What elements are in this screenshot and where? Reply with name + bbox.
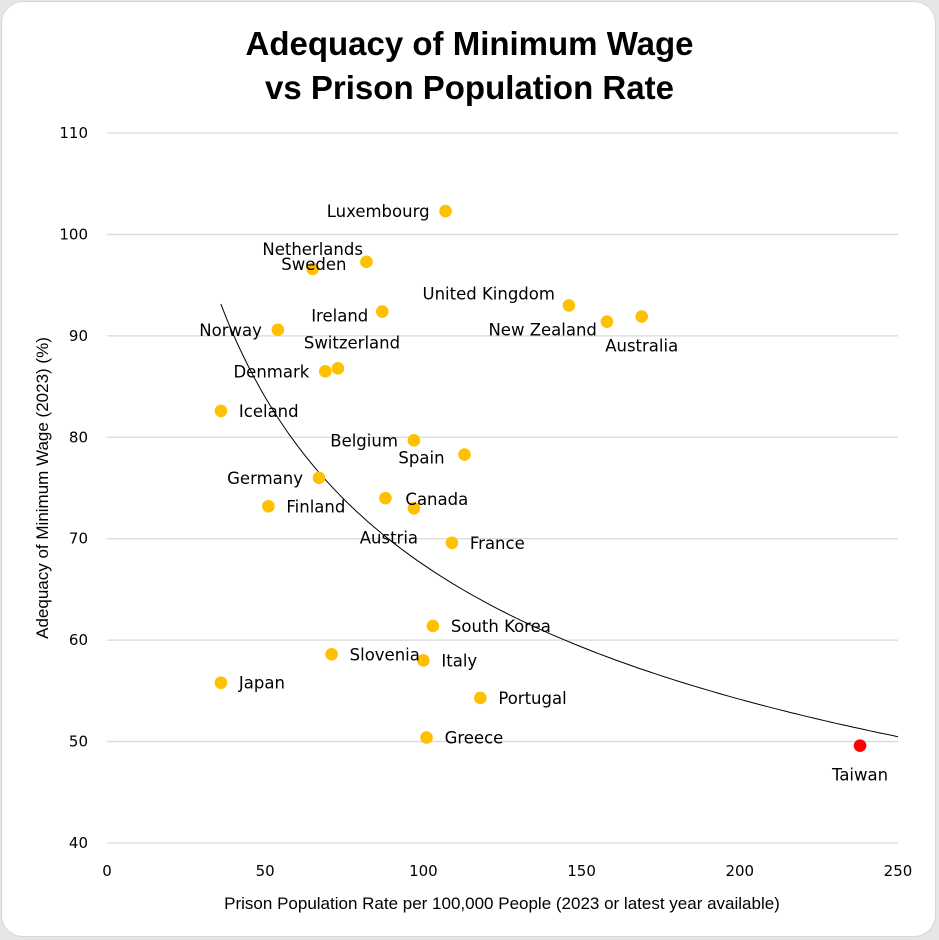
point-new-zealand (600, 315, 614, 328)
label-austria: Austria (360, 528, 418, 547)
label-taiwan: Taiwan (831, 766, 888, 785)
x-tick-50: 50 (256, 862, 275, 880)
point-slovenia (325, 648, 338, 661)
point-taiwan (853, 739, 867, 752)
y-tick-80: 80 (69, 428, 88, 446)
label-japan: Japan (238, 674, 285, 693)
y-tick-100: 100 (59, 225, 88, 243)
x-tick-250: 250 (884, 862, 913, 880)
chart-title-line-1: Adequacy of Minimum Wage (245, 25, 694, 62)
x-axis-label: Prison Population Rate per 100,000 Peopl… (224, 894, 780, 913)
label-greece: Greece (445, 729, 504, 748)
chart-title: Adequacy of Minimum Wage vs Prison Popul… (0, 22, 939, 110)
point-austria (407, 501, 421, 515)
point-germany (312, 471, 326, 485)
point-switzerland (331, 362, 345, 375)
label-new-zealand: New Zealand (488, 321, 596, 340)
label-spain: Spain (398, 449, 444, 468)
point-luxembourg (439, 204, 452, 218)
point-ireland (375, 305, 389, 318)
point-netherlands (306, 262, 319, 276)
gridlines (107, 132, 898, 844)
label-australia: Australia (605, 337, 678, 356)
point-portugal (474, 691, 487, 705)
point-japan (214, 676, 228, 690)
label-ireland: Ireland (311, 307, 368, 326)
label-luxembourg: Luxembourg (327, 202, 430, 221)
label-switzerland: Switzerland (304, 333, 400, 352)
label-denmark: Denmark (233, 362, 309, 381)
y-tick-60: 60 (69, 631, 88, 649)
y-axis-label: Adequacy of Minimum Wage (2023) (%) (33, 337, 52, 639)
y-tick-40: 40 (69, 834, 88, 852)
point-greece (420, 731, 433, 744)
point-france (445, 536, 459, 550)
label-slovenia: Slovenia (350, 645, 420, 664)
point-denmark (319, 365, 332, 378)
y-tick-110: 110 (59, 124, 88, 142)
x-tick-labels: 0 50 100 150 200 250 (102, 862, 912, 880)
y-tick-labels: 40 50 60 70 80 90 100 110 (59, 124, 88, 852)
y-tick-90: 90 (69, 327, 88, 345)
label-finland: Finland (286, 497, 345, 516)
point-united-kingdom (562, 299, 576, 312)
label-portugal: Portugal (498, 689, 566, 708)
y-tick-50: 50 (69, 733, 88, 751)
label-sweden: Sweden (281, 255, 346, 274)
trend-line (220, 303, 899, 738)
point-sweden (360, 255, 373, 269)
data-points (214, 204, 867, 752)
label-iceland: Iceland (239, 402, 299, 421)
label-belgium: Belgium (330, 431, 398, 450)
label-norway: Norway (199, 321, 262, 340)
label-south-korea: South Korea (451, 617, 551, 636)
label-france: France (470, 534, 525, 553)
label-united-kingdom: United Kingdom (423, 284, 555, 303)
x-tick-200: 200 (725, 862, 754, 880)
label-canada: Canada (405, 490, 468, 509)
x-tick-150: 150 (567, 862, 596, 880)
y-tick-70: 70 (69, 530, 88, 548)
label-italy: Italy (441, 651, 477, 670)
point-iceland (214, 404, 228, 418)
x-tick-100: 100 (409, 862, 438, 880)
point-italy (417, 654, 430, 667)
x-tick-0: 0 (102, 862, 112, 880)
point-norway (271, 323, 285, 337)
point-south-korea (426, 619, 440, 633)
label-germany: Germany (227, 469, 303, 488)
point-australia (635, 310, 649, 323)
point-belgium (407, 434, 421, 447)
point-canada (379, 491, 392, 505)
point-finland (262, 499, 275, 513)
point-spain (458, 448, 471, 461)
label-netherlands: Netherlands (262, 240, 363, 259)
chart-title-line-2: vs Prison Population Rate (265, 69, 674, 106)
